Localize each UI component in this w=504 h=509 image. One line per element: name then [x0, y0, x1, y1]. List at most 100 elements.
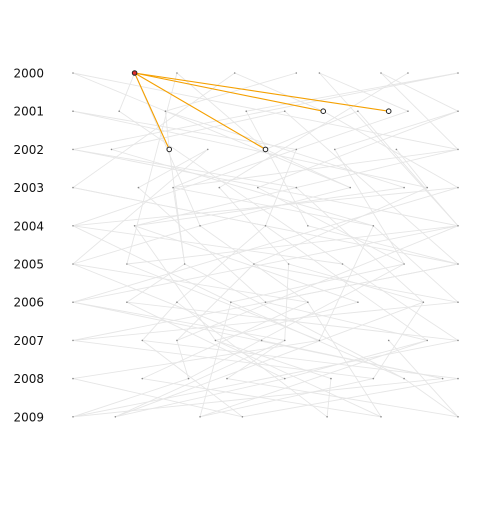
background-edge	[72, 72, 459, 150]
background-edge	[218, 187, 289, 265]
background-node	[357, 110, 359, 112]
background-edge	[126, 72, 178, 265]
background-edge	[215, 339, 382, 418]
background-node	[253, 263, 255, 265]
background-node	[295, 148, 298, 151]
background-node	[187, 377, 190, 380]
background-edge	[134, 225, 359, 303]
background-node	[330, 377, 332, 380]
background-node	[318, 72, 321, 74]
background-node	[395, 148, 398, 151]
background-edge	[72, 72, 351, 189]
background-node	[380, 416, 382, 418]
background-edge	[199, 378, 374, 418]
background-node	[141, 377, 144, 380]
neighbor-node	[385, 108, 392, 114]
background-node	[318, 339, 321, 342]
background-edge	[72, 378, 189, 418]
y-tick-label: 2005	[13, 258, 44, 272]
y-tick-label: 2000	[13, 67, 44, 81]
background-nodes	[72, 72, 459, 418]
background-edge	[199, 302, 232, 417]
background-node	[326, 416, 328, 418]
background-node	[183, 263, 186, 265]
background-edge	[126, 263, 185, 303]
highlight-edge	[134, 72, 389, 112]
background-node	[457, 148, 459, 151]
background-edge	[134, 187, 405, 227]
neighbor-node	[262, 146, 269, 153]
background-edge	[176, 263, 255, 341]
background-edge	[72, 263, 262, 341]
background-node	[407, 110, 409, 112]
background-edge	[118, 110, 343, 265]
focus-node	[131, 70, 138, 76]
background-node	[218, 186, 221, 189]
background-node	[241, 416, 244, 418]
background-node	[283, 377, 286, 380]
background-edge	[126, 301, 285, 380]
background-edge	[111, 148, 374, 227]
background-node	[380, 72, 382, 74]
background-edge	[388, 340, 459, 418]
background-edge	[165, 110, 405, 189]
background-node	[72, 148, 74, 151]
background-node	[295, 186, 298, 189]
background-node	[407, 72, 409, 74]
y-tick-label: 2004	[13, 219, 44, 233]
background-edge	[72, 378, 443, 418]
background-node	[457, 225, 459, 227]
background-node	[176, 301, 178, 304]
background-edge	[138, 187, 266, 303]
background-node	[372, 225, 375, 227]
background-node	[457, 416, 459, 418]
background-node	[257, 186, 259, 189]
background-edge	[230, 263, 405, 303]
background-node	[283, 110, 286, 112]
background-node	[457, 110, 459, 112]
background-node	[457, 72, 459, 74]
background-edge	[72, 339, 320, 380]
background-node	[287, 263, 290, 265]
y-tick-label: 2006	[13, 296, 44, 310]
background-edge	[403, 378, 459, 418]
background-node	[295, 72, 298, 74]
background-edge	[72, 263, 308, 303]
background-edge	[226, 378, 459, 418]
background-node	[176, 339, 178, 342]
background-edge	[72, 339, 374, 380]
background-node	[72, 339, 74, 342]
background-edge	[372, 301, 424, 379]
background-edge	[334, 149, 405, 265]
background-edge	[307, 301, 382, 418]
background-node	[199, 416, 201, 418]
background-node	[372, 377, 375, 380]
background-edge	[372, 225, 459, 303]
background-edge	[257, 110, 459, 189]
background-edge	[164, 111, 170, 150]
background-node	[334, 148, 336, 151]
background-edge	[72, 339, 459, 418]
y-tick-label: 2008	[13, 372, 44, 386]
background-node	[72, 225, 74, 227]
background-edge	[72, 187, 459, 303]
background-edge	[142, 301, 309, 380]
y-tick-label: 2009	[13, 410, 44, 424]
background-node	[72, 186, 74, 189]
background-node	[126, 301, 128, 304]
background-edge	[226, 340, 285, 379]
neighbor-node	[320, 108, 327, 114]
background-node	[457, 377, 459, 380]
background-edge	[334, 110, 459, 150]
background-node	[283, 339, 286, 342]
background-edge	[284, 110, 459, 265]
background-edge	[72, 187, 459, 227]
background-node	[426, 339, 429, 342]
background-node	[457, 263, 459, 265]
background-node	[403, 263, 405, 265]
background-node	[72, 263, 74, 265]
background-edge	[199, 187, 351, 227]
highlight-edge	[134, 72, 266, 150]
